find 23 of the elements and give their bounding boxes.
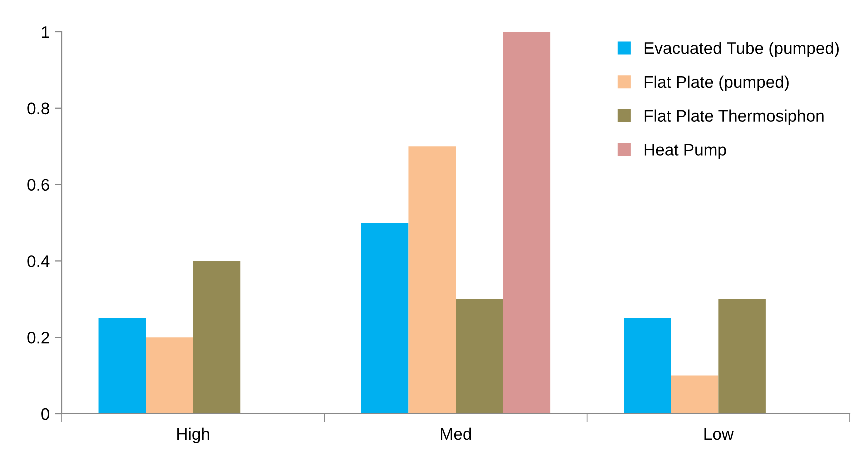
bar [624,318,672,414]
legend-label: Flat Plate (pumped) [644,76,789,92]
y-tick-label: 0.4 [28,256,50,268]
x-tick-label: Med [441,428,472,440]
y-tick-label: 0.8 [28,102,50,115]
bar [456,299,504,414]
legend-label: Heat Pump [644,144,726,160]
bar [146,338,194,414]
bar [503,32,551,414]
bar [718,299,766,414]
y-tick-label: 0.6 [28,179,50,192]
bar [361,223,409,414]
y-tick-label: 0 [42,408,50,420]
legend-label: Evacuated Tube (pumped) [644,42,839,58]
y-tick-label: 0.2 [28,332,50,344]
bar [193,261,241,414]
bar [98,318,146,414]
x-tick-label: Low [704,428,734,440]
bar [671,376,719,414]
bar [408,146,456,414]
x-tick-label: High [178,428,210,444]
y-tick-label: 1 [42,26,50,38]
legend-label: Flat Plate Thermosiphon [644,110,824,126]
